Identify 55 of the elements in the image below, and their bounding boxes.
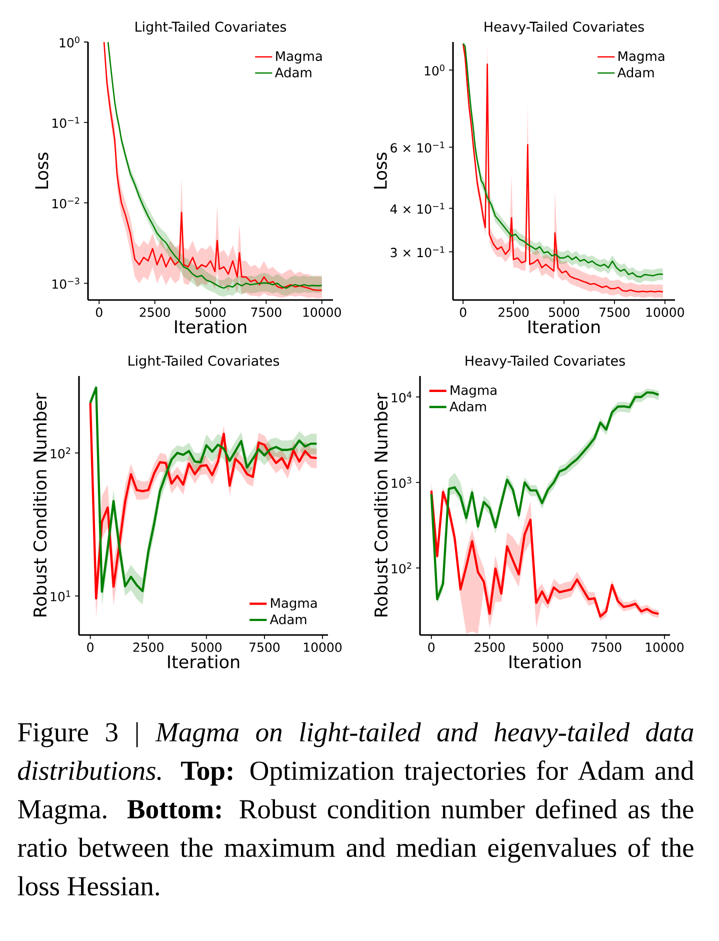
legend-label: Adam — [450, 401, 486, 412]
chart-title: Heavy-Tailed Covariates — [484, 21, 644, 34]
x-tick-label: 5000 — [191, 642, 222, 652]
legend-label: Magma — [450, 385, 496, 398]
chart-title: Light-Tailed Covariates — [136, 21, 286, 34]
x-tick-label: 2500 — [133, 642, 164, 652]
x-tick-label: 7500 — [591, 642, 622, 652]
text: Figure 3 | Magma on light-tailed and heavy-tailed data distributions. Top: Optimization trajectories for Adam and Magma. Bottom: Robust condition number defined as the ratio between the maximum and median eigenvalues of the loss Hessian. — [18, 722, 694, 896]
x-tick-label: 2500 — [498, 308, 529, 317]
y-tick-label: 10$^{0}$ — [60, 36, 80, 48]
y-tick-label: 10$^{3}$ — [392, 476, 412, 488]
x-tick-label: 7500 — [250, 642, 280, 652]
y-tick-label: 10$^{−1}$ — [52, 116, 80, 128]
x-tick-label: 10000 — [303, 308, 341, 317]
legend-label: Magma — [271, 598, 317, 610]
y-tick-label: 10$^{1}$ — [50, 590, 70, 602]
y-axis-title: Robust Condition Number — [374, 392, 388, 616]
x-tick-label: 7500 — [600, 308, 630, 317]
legend-label: Magma — [276, 51, 322, 64]
legend-label: Magma — [618, 51, 664, 64]
y-tick-label: 10$^{4}$ — [392, 392, 412, 402]
y-axis-title: Loss — [35, 152, 48, 188]
x-tick-label: 10000 — [646, 308, 684, 317]
x-axis-title: Iteration — [528, 320, 600, 334]
y-tick-label: 10$^{−3}$ — [52, 278, 80, 289]
x-tick-label: 0 — [428, 642, 434, 652]
y-tick-label: 10$^{−2}$ — [52, 197, 80, 208]
y-tick-label: 10$^{2}$ — [50, 447, 70, 458]
x-tick-label: 0 — [87, 642, 94, 652]
legend-label: Adam — [274, 67, 312, 78]
x-tick-label: 5000 — [532, 642, 563, 652]
chart-title: Light-Tailed Covariates — [128, 355, 280, 368]
y-tick-label: 10$^{0}$ — [424, 64, 444, 76]
x-tick-label: 7500 — [251, 308, 282, 317]
legend-label: Adam — [270, 614, 306, 624]
x-tick-label: 5000 — [196, 308, 226, 317]
y-tick-label: 3 × 10$^{−1}$ — [390, 246, 444, 258]
x-axis-title: Iteration — [510, 654, 581, 668]
x-tick-label: 10000 — [646, 642, 684, 652]
y-axis-title: Robust Condition Number — [33, 392, 47, 616]
x-tick-label: 2500 — [474, 642, 505, 652]
x-tick-label: 0 — [96, 308, 102, 317]
y-tick-label: 4 × 10$^{−1}$ — [390, 202, 444, 214]
chart-title: Heavy-Tailed Covariates — [466, 355, 625, 368]
x-tick-label: 10000 — [304, 642, 342, 652]
legend-label: Adam — [617, 67, 654, 78]
y-tick-label: 10$^{2}$ — [392, 562, 412, 574]
x-tick-label: 0 — [460, 308, 466, 317]
y-tick-label: 6 × 10$^{−1}$ — [390, 142, 444, 153]
x-axis-title: Iteration — [168, 654, 240, 668]
x-tick-label: 2500 — [140, 308, 170, 317]
y-axis-title: Loss — [374, 152, 387, 188]
line-series — [430, 490, 660, 618]
x-tick-label: 5000 — [549, 308, 580, 317]
x-axis-title: Iteration — [175, 320, 246, 334]
